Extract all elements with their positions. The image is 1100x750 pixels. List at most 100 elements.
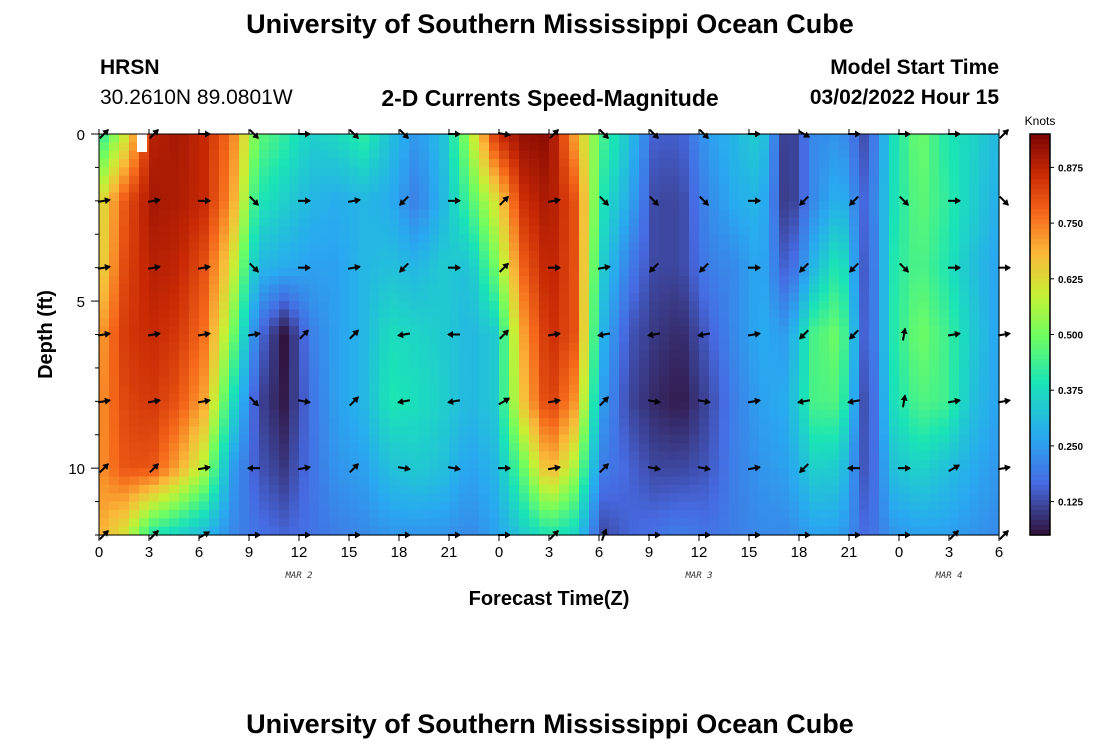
- heatmap-cell: [939, 342, 950, 352]
- heatmap-cell: [599, 418, 610, 427]
- heatmap-cell: [839, 159, 850, 169]
- heatmap-cell: [239, 209, 250, 219]
- heatmap-cell: [479, 192, 490, 202]
- heatmap-cell: [599, 409, 610, 419]
- heatmap-cell: [619, 209, 630, 219]
- heatmap-cell: [249, 392, 260, 402]
- heatmap-cell: [749, 259, 760, 269]
- heatmap-cell: [729, 276, 740, 285]
- heatmap-cell: [929, 376, 940, 386]
- heatmap-cell: [929, 392, 940, 402]
- heatmap-cell: [409, 476, 420, 486]
- heatmap-cell: [139, 225, 150, 235]
- heatmap-cell: [849, 192, 860, 202]
- heatmap-cell: [539, 317, 550, 327]
- heatmap-cell: [729, 334, 740, 344]
- heatmap-cell: [569, 209, 580, 219]
- heatmap-cell: [369, 242, 380, 252]
- heatmap-cell: [349, 217, 360, 227]
- heatmap-cell: [979, 493, 990, 503]
- heatmap-cell: [339, 409, 350, 419]
- heatmap-cell: [859, 192, 870, 202]
- heatmap-cell: [149, 359, 160, 369]
- heatmap-cell: [289, 526, 300, 536]
- heatmap-cell: [559, 292, 570, 302]
- heatmap-cell: [769, 443, 780, 453]
- heatmap-cell: [499, 351, 510, 361]
- heatmap-cell: [239, 501, 250, 511]
- heatmap-cell: [809, 150, 820, 160]
- x-tick-label: 15: [341, 544, 358, 561]
- heatmap-cell: [459, 518, 470, 528]
- heatmap-cell: [449, 242, 460, 252]
- heatmap-cell: [979, 434, 990, 444]
- heatmap-cell: [239, 150, 250, 160]
- heatmap-cell: [729, 459, 740, 469]
- heatmap-cell: [889, 484, 900, 494]
- heatmap-cell: [959, 217, 970, 227]
- heatmap-cell: [649, 209, 660, 219]
- heatmap-cell: [609, 342, 620, 352]
- heatmap-cell: [609, 234, 620, 244]
- heatmap-cell: [109, 468, 120, 478]
- heatmap-cell: [969, 184, 980, 194]
- heatmap-cell: [469, 359, 480, 369]
- heatmap-cell: [849, 250, 860, 260]
- heatmap-cell: [159, 476, 170, 486]
- heatmap-cell: [819, 459, 830, 469]
- heatmap-cell: [369, 451, 380, 461]
- heatmap-cell: [449, 409, 460, 419]
- heatmap-cell: [459, 250, 470, 260]
- heatmap-cell: [939, 409, 950, 419]
- heatmap-cell: [959, 301, 970, 311]
- heatmap-cell: [489, 284, 500, 294]
- heatmap-cell: [979, 418, 990, 427]
- heatmap-cell: [889, 150, 900, 160]
- heatmap-cell: [909, 342, 920, 352]
- heatmap-cell: [919, 367, 930, 377]
- heatmap-cell: [989, 209, 1000, 219]
- heatmap-cell: [259, 351, 270, 361]
- heatmap-cell: [189, 376, 200, 386]
- heatmap-cell: [139, 167, 150, 177]
- heatmap-cell: [619, 326, 630, 336]
- heatmap-cell: [859, 434, 870, 444]
- heatmap-cell: [889, 309, 900, 319]
- heatmap-cell: [129, 301, 140, 311]
- heatmap-cell: [749, 401, 760, 411]
- heatmap-cell: [609, 443, 620, 453]
- heatmap-cell: [899, 493, 910, 503]
- heatmap-cell: [959, 409, 970, 419]
- heatmap-cell: [819, 184, 830, 194]
- heatmap-cell: [689, 234, 700, 244]
- heatmap-cell: [989, 334, 1000, 344]
- heatmap-cell: [389, 334, 400, 344]
- heatmap-cell: [519, 184, 530, 194]
- heatmap-cell: [909, 334, 920, 344]
- heatmap-cell: [879, 459, 890, 469]
- heatmap-cell: [419, 134, 430, 143]
- heatmap-cell: [629, 359, 640, 369]
- heatmap-cell: [849, 142, 860, 152]
- heatmap-cell: [939, 359, 950, 369]
- heatmap-cell: [339, 359, 350, 369]
- heatmap-cell: [439, 159, 450, 169]
- heatmap-cell: [769, 159, 780, 169]
- heatmap-cell: [239, 234, 250, 244]
- heatmap-cell: [819, 134, 830, 143]
- heatmap-cell: [319, 276, 330, 285]
- heatmap-cell: [209, 409, 220, 419]
- heatmap-cell: [199, 493, 210, 503]
- heatmap-cell: [329, 351, 340, 361]
- heatmap-cell: [139, 209, 150, 219]
- heatmap-cell: [519, 326, 530, 336]
- heatmap-cell: [269, 443, 280, 453]
- heatmap-cell: [809, 409, 820, 419]
- vector-arrow: [900, 327, 908, 335]
- heatmap-cell: [439, 276, 450, 285]
- heatmap-cell: [349, 501, 360, 511]
- heatmap-cell: [289, 351, 300, 361]
- heatmap-cell: [509, 142, 520, 152]
- heatmap-cell: [929, 267, 940, 277]
- heatmap-cell: [679, 142, 690, 152]
